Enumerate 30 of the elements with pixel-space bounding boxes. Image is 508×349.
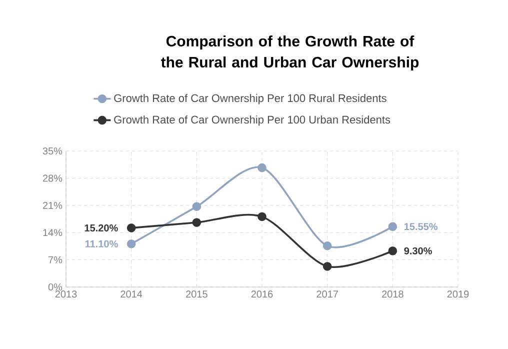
y-tick-label: 21% bbox=[42, 202, 62, 209]
x-tick-label: 2015 bbox=[186, 290, 208, 298]
y-tick-label: 28% bbox=[42, 174, 62, 182]
y-tick-label: 7% bbox=[48, 256, 62, 264]
point bbox=[322, 241, 332, 250]
point bbox=[388, 246, 398, 256]
x-tick-label: 2018 bbox=[382, 290, 404, 298]
point bbox=[388, 222, 398, 231]
legend-label: Growth Rate of Car Ownership Per 100 Rural Residents bbox=[114, 94, 386, 104]
x-tick-label: 2017 bbox=[316, 290, 338, 298]
data-label: 11.10% bbox=[85, 240, 118, 248]
y-tick-label: 0% bbox=[48, 283, 62, 291]
point bbox=[258, 212, 266, 222]
point bbox=[192, 202, 202, 211]
y-tick-label: 14% bbox=[43, 229, 62, 236]
data-label: 9.30% bbox=[404, 247, 432, 254]
point bbox=[258, 163, 266, 172]
data-label: 15.55% bbox=[404, 223, 438, 230]
chart-title: Comparison of the Growth Rate of the Rural and Urban Car Ownership bbox=[161, 36, 419, 70]
x-tick-label: 2016 bbox=[251, 290, 273, 298]
point bbox=[126, 239, 136, 248]
y-tick-label: 35% bbox=[42, 147, 62, 155]
data-label: 15.20% bbox=[84, 224, 118, 232]
point bbox=[126, 224, 136, 232]
x-tick-label: 2019 bbox=[447, 290, 469, 298]
legend-label: Growth Rate of Car Ownership Per 100 Urban Residents bbox=[114, 115, 390, 126]
x-tick-label: 2013 bbox=[55, 290, 77, 298]
point bbox=[322, 262, 332, 271]
point bbox=[192, 218, 202, 227]
x-tick-label: 2014 bbox=[120, 290, 142, 298]
